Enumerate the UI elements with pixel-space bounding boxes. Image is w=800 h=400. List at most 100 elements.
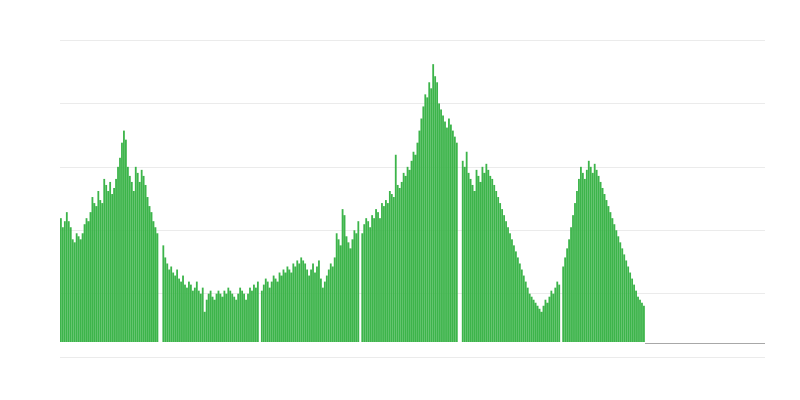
bar[interactable] [239,287,242,342]
bar[interactable] [211,296,214,342]
bar[interactable] [249,287,251,342]
bar[interactable] [103,178,106,342]
bar[interactable] [256,281,259,342]
bar[interactable] [117,166,119,342]
bar[interactable] [119,157,121,342]
bar[interactable] [251,290,253,342]
bar[interactable] [414,154,417,342]
bar[interactable] [142,175,145,342]
bar[interactable] [605,200,608,342]
bar[interactable] [69,227,72,342]
bar[interactable] [73,242,76,342]
bar[interactable] [479,181,482,342]
bar[interactable] [343,215,346,342]
bar[interactable] [298,263,301,342]
bar[interactable] [162,245,165,342]
bar[interactable] [221,296,224,342]
bar[interactable] [274,278,277,342]
bar[interactable] [302,260,305,342]
bar[interactable] [128,175,131,342]
bar[interactable] [554,287,557,342]
bar[interactable] [595,169,598,342]
bar[interactable] [438,103,440,342]
bar[interactable] [306,269,309,342]
bar[interactable] [406,166,409,342]
bar[interactable] [113,187,115,342]
bar[interactable] [633,284,635,342]
bar[interactable] [580,166,582,342]
bar[interactable] [398,187,401,342]
bar[interactable] [390,194,393,342]
bar[interactable] [386,203,389,342]
bar[interactable] [540,311,543,342]
bar[interactable] [262,284,265,342]
bar[interactable] [85,218,88,342]
bar[interactable] [190,284,192,342]
bar[interactable] [176,269,179,342]
bar[interactable] [115,178,117,342]
bar[interactable] [109,181,112,342]
bar[interactable] [491,178,494,342]
bar[interactable] [217,290,220,342]
bar[interactable] [542,305,545,342]
bar[interactable] [581,172,584,342]
bar[interactable] [290,272,293,342]
bar[interactable] [511,239,513,342]
bar[interactable] [268,287,271,342]
bar[interactable] [213,299,216,342]
bar[interactable] [278,272,281,342]
bar[interactable] [483,172,486,342]
bar[interactable] [191,290,194,342]
bar[interactable] [304,263,307,342]
bar[interactable] [333,257,336,342]
bar[interactable] [609,212,612,342]
bar[interactable] [597,175,600,342]
bar[interactable] [77,236,80,342]
bar[interactable] [475,169,478,342]
bar[interactable] [422,106,425,342]
bar[interactable] [75,233,78,342]
bar[interactable] [325,275,328,342]
bar[interactable] [629,272,632,342]
bar[interactable] [432,64,435,342]
bar[interactable] [363,224,366,342]
bar[interactable] [631,278,634,342]
bar[interactable] [243,293,245,342]
bar[interactable] [229,290,232,342]
bar[interactable] [635,290,637,342]
bar[interactable] [209,290,212,342]
bar[interactable] [105,184,108,342]
bar[interactable] [440,109,442,343]
bar[interactable] [335,233,338,342]
bar[interactable] [507,227,509,342]
bar[interactable] [503,215,505,342]
bar[interactable] [99,200,102,342]
bar[interactable] [276,281,279,342]
bar[interactable] [509,233,511,342]
bar[interactable] [420,118,423,343]
bar[interactable] [477,175,480,342]
bar[interactable] [536,305,539,342]
bar[interactable] [337,239,340,342]
bar[interactable] [453,136,456,342]
bar[interactable] [562,266,565,343]
bar[interactable] [402,172,405,342]
bar[interactable] [67,221,70,342]
bar[interactable] [461,160,464,342]
bar[interactable] [132,191,135,342]
bar[interactable] [195,281,198,342]
bar[interactable] [412,151,415,342]
bar[interactable] [532,299,535,342]
bar[interactable] [410,160,413,342]
bar[interactable] [245,299,247,342]
bar[interactable] [471,184,474,342]
bar[interactable] [207,293,210,342]
bar[interactable] [345,236,348,342]
bar[interactable] [199,293,202,342]
bar[interactable] [150,212,153,342]
bar[interactable] [424,94,427,342]
bar[interactable] [318,260,320,342]
bar[interactable] [623,254,626,342]
bar[interactable] [294,266,297,343]
bar[interactable] [266,281,269,342]
